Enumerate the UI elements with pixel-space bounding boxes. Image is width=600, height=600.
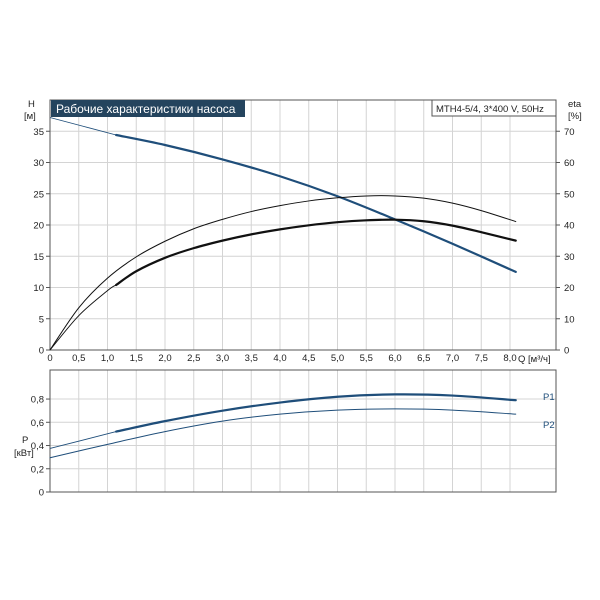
bottom-plot-tick-labels: 0 0,2 0,4 0,6 0,8 — [31, 395, 50, 499]
power-tick-label: 0,8 — [31, 395, 44, 406]
y-right-tick-label: 50 — [564, 189, 575, 200]
power-tick-label: 0,6 — [31, 418, 44, 429]
chart-title-box — [51, 100, 245, 117]
eta-outer-curve — [49, 195, 517, 351]
x-tick-label: 5,0 — [331, 353, 344, 364]
x-axis-label: Q [м³/ч] — [518, 354, 551, 365]
power-axis-unit: [кВт] — [14, 448, 34, 459]
y-left-tick-label: 20 — [33, 221, 44, 232]
x-tick-label: 2,5 — [187, 353, 200, 364]
power-tick-label: 0 — [39, 488, 44, 499]
x-tick-label: 6,5 — [417, 353, 430, 364]
model-box — [431, 99, 557, 117]
x-tick-label: 7,0 — [446, 353, 459, 364]
legend-p2: P2 — [543, 420, 555, 431]
power-axis-label: P — [22, 435, 28, 446]
model-label: MTH4-5/4, 3*400 V, 50Hz — [436, 104, 544, 115]
y-right-tick-label: 30 — [564, 252, 575, 263]
y-right-axis-unit: [%] — [568, 111, 582, 122]
x-tick-label: 7,5 — [475, 353, 488, 364]
legend-p1: P1 — [543, 392, 555, 403]
y-right-tick-label: 10 — [564, 314, 575, 325]
x-tick-label: 3,0 — [216, 353, 229, 364]
x-tick-label: 8,0 — [503, 353, 516, 364]
y-left-tick-label: 0 — [39, 346, 44, 357]
x-tick-label: 5,5 — [360, 353, 373, 364]
bottom-plot-frame — [49, 369, 557, 493]
x-tick-label: 1,5 — [130, 353, 143, 364]
y-right-tick-label: 0 — [564, 346, 569, 357]
power-p1-curve-extension — [49, 431, 117, 449]
head-curve-extension — [49, 117, 117, 136]
y-left-axis-unit: [м] — [24, 111, 36, 122]
y-left-tick-label: 30 — [33, 158, 44, 169]
y-right-tick-label: 20 — [564, 283, 575, 294]
y-right-axis-label: eta — [568, 99, 582, 110]
y-right-tick-label: 70 — [564, 127, 575, 138]
top-plot-series — [49, 117, 517, 351]
x-tick-label: 4,0 — [273, 353, 286, 364]
head-curve — [115, 133, 517, 273]
y-left-tick-label: 15 — [33, 252, 44, 263]
y-left-axis-label: H — [28, 99, 35, 110]
power-tick-label: 0,4 — [31, 441, 44, 452]
y-left-tick-label: 25 — [33, 189, 44, 200]
x-tick-label: 6,0 — [388, 353, 401, 364]
y-left-tick-label: 5 — [39, 314, 44, 325]
eta-inner-curve — [115, 218, 517, 287]
eta-inner-curve-extension — [49, 284, 117, 351]
y-left-tick-label: 35 — [33, 127, 44, 138]
chart-title: Рабочие характеристики насоса — [56, 102, 236, 116]
x-tick-label: 4,5 — [302, 353, 315, 364]
y-right-tick-label: 60 — [564, 158, 575, 169]
bottom-plot-series — [49, 393, 517, 459]
y-right-tick-label: 40 — [564, 221, 575, 232]
y-left-tick-label: 10 — [33, 283, 44, 294]
x-tick-label: 2,0 — [158, 353, 171, 364]
x-tick-label: 0 — [47, 353, 52, 364]
power-tick-label: 0,2 — [31, 464, 44, 475]
x-tick-label: 1,0 — [101, 353, 114, 364]
power-p1-curve — [115, 393, 517, 433]
top-plot-tick-labels: 0 0,5 1,0 1,5 2,0 2,5 3,0 3,5 4,0 4,5 5,0 5,5 6,0 6,5… — [33, 127, 574, 364]
x-tick-label: 0,5 — [72, 353, 85, 364]
power-p2-curve — [49, 408, 517, 459]
x-tick-label: 3,5 — [245, 353, 258, 364]
